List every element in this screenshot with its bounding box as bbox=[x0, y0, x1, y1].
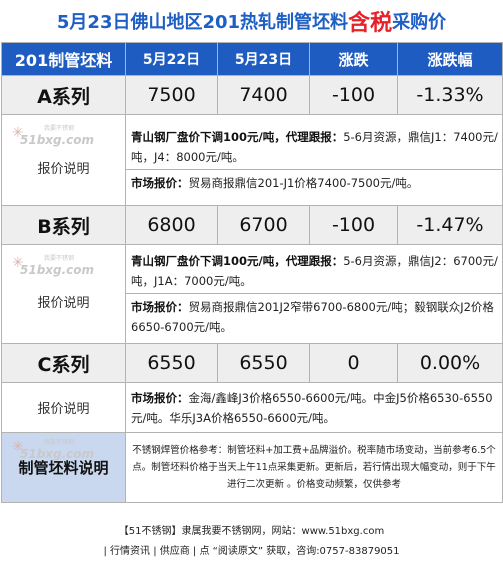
header-date1: 5月22日 bbox=[125, 42, 218, 76]
desc-segment-2: 市场报价：贸易商报鼎信201-J1价格7400-7500元/吨。 bbox=[126, 169, 502, 193]
watermark-url: 51bxg.com bbox=[20, 263, 95, 277]
watermark-small: 我要不锈钢 bbox=[44, 125, 75, 132]
desc-bold: 市场报价： bbox=[131, 300, 189, 314]
footer: 【51不锈钢】隶属我要不锈钢网，网站：www.51bxg.com | 行情资讯 … bbox=[0, 522, 503, 563]
desc-segment-1: 青山钢厂盘价下调100元/吨，代理跟报：5-6月资源，鼎信J1：7400元/吨，… bbox=[131, 127, 498, 167]
header-product: 201制管坯料 bbox=[1, 42, 126, 76]
watermark-star-icon: ✳ bbox=[12, 439, 24, 455]
series-name: C系列 bbox=[1, 343, 126, 383]
watermark-small: 我要不锈钢 bbox=[44, 255, 75, 262]
header-change: 涨跌 bbox=[309, 42, 398, 76]
price-change-pct: 0.00% bbox=[397, 343, 503, 383]
price-change: -100 bbox=[309, 75, 398, 115]
notes-label-cell: ✳ 我要不锈钢 51bxg.com 制管坯料说明 bbox=[1, 432, 126, 503]
header-date2: 5月23日 bbox=[217, 42, 310, 76]
watermark-small: 我要不锈钢 bbox=[44, 439, 75, 446]
desc-text: 金海/鑫峰J3价格6550-6600元/吨。中金J5价格6530-6550元/吨… bbox=[131, 390, 493, 425]
desc-text: 贸易商报鼎信201-J1价格7400-7500元/吨。 bbox=[188, 176, 419, 190]
desc-row: ✳ 我要不锈钢 51bxg.com 报价说明 青山钢厂盘价下调100元/吨，代理… bbox=[1, 114, 503, 206]
desc-text-cell: 市场报价：金海/鑫峰J3价格6550-6600元/吨。中金J5价格6530-65… bbox=[125, 382, 503, 433]
desc-label-cell: ✳ 我要不锈钢 51bxg.com 报价说明 bbox=[1, 114, 126, 206]
series-name: A系列 bbox=[1, 75, 126, 115]
price-prev: 6550 bbox=[125, 343, 218, 383]
desc-label: 报价说明 bbox=[37, 402, 90, 417]
desc-text: 5-6月资源，鼎信J1：7400元/吨，J4：8000元/吨。 bbox=[131, 130, 498, 164]
watermark-logo: ✳ 我要不锈钢 51bxg.com bbox=[12, 123, 94, 153]
table-header: 201制管坯料 5月22日 5月23日 涨跌 涨跌幅 bbox=[1, 42, 503, 76]
desc-label: 报价说明 bbox=[37, 295, 90, 311]
desc-text: 贸易商报鼎信201J2窄带6700-6800元/吨；毅钢联众J2价格6650-6… bbox=[131, 300, 494, 334]
desc-bold: 青山钢厂盘价下调100元/吨，代理跟报： bbox=[131, 254, 344, 268]
page-title: 5月23日佛山地区201热轧制管坯料 含税 采购价 bbox=[0, 0, 503, 42]
desc-label-cell: 报价说明 bbox=[1, 382, 126, 433]
desc-bold: 市场报价： bbox=[131, 390, 189, 405]
series-name: B系列 bbox=[1, 205, 126, 245]
notes-text: 不锈钢焊管价格参考：制管坯料+加工费+品牌溢价。税率随市场变动，当前参考6.5个… bbox=[125, 432, 503, 503]
watermark-logo: ✳ 我要不锈钢 51bxg.com bbox=[12, 253, 94, 283]
notes-row: ✳ 我要不锈钢 51bxg.com 制管坯料说明 不锈钢焊管价格参考：制管坯料+… bbox=[1, 432, 503, 503]
watermark-logo: ✳ 我要不锈钢 51bxg.com bbox=[12, 437, 94, 467]
price-prev: 6800 bbox=[125, 205, 218, 245]
desc-row: 报价说明 市场报价：金海/鑫峰J3价格6550-6600元/吨。中金J5价格65… bbox=[1, 382, 503, 433]
watermark-url: 51bxg.com bbox=[20, 447, 95, 461]
desc-text-cell: 青山钢厂盘价下调100元/吨，代理跟报：5-6月资源，鼎信J2：6700元/吨，… bbox=[125, 244, 503, 344]
footer-line-2: | 行情资讯 | 供应商 | 点 “阅读原文” 获取，咨询:0757-83879… bbox=[103, 546, 400, 557]
desc-row: ✳ 我要不锈钢 51bxg.com 报价说明 青山钢厂盘价下调100元/吨，代理… bbox=[1, 244, 503, 344]
table-row: C系列 6550 6550 0 0.00% bbox=[1, 343, 503, 383]
desc-segment-2: 市场报价：金海/鑫峰J3价格6550-6600元/吨。中金J5价格6530-65… bbox=[131, 388, 498, 428]
table-row: A系列 7500 7400 -100 -1.33% bbox=[1, 75, 503, 115]
price-change-pct: -1.33% bbox=[397, 75, 503, 115]
desc-segment-2: 市场报价：贸易商报鼎信201J2窄带6700-6800元/吨；毅钢联众J2价格6… bbox=[126, 293, 502, 337]
desc-bold: 青山钢厂盘价下调100元/吨，代理跟报： bbox=[131, 130, 344, 144]
title-highlight: 含税 bbox=[348, 11, 393, 36]
table-row: B系列 6800 6700 -100 -1.47% bbox=[1, 205, 503, 245]
title-prefix: 5月23日佛山地区201热轧制管坯料 bbox=[56, 12, 349, 33]
price-curr: 6550 bbox=[217, 343, 310, 383]
desc-text-cell: 青山钢厂盘价下调100元/吨，代理跟报：5-6月资源，鼎信J1：7400元/吨，… bbox=[125, 114, 503, 206]
price-change: -100 bbox=[309, 205, 398, 245]
price-prev: 7500 bbox=[125, 75, 218, 115]
price-change-pct: -1.47% bbox=[397, 205, 503, 245]
price-change: 0 bbox=[309, 343, 398, 383]
watermark-star-icon: ✳ bbox=[12, 125, 24, 141]
notes-label: 制管坯料说明 bbox=[18, 459, 109, 477]
price-table: 201制管坯料 5月22日 5月23日 涨跌 涨跌幅 A系列 7500 7400… bbox=[1, 42, 503, 503]
desc-label-cell: ✳ 我要不锈钢 51bxg.com 报价说明 bbox=[1, 244, 126, 344]
watermark-url: 51bxg.com bbox=[20, 133, 95, 147]
price-curr: 6700 bbox=[217, 205, 310, 245]
desc-text: 5-6月资源，鼎信J2：6700元/吨，J1A：7000元/吨。 bbox=[131, 254, 498, 288]
header-change-pct: 涨跌幅 bbox=[397, 42, 503, 76]
footer-line-1: 【51不锈钢】隶属我要不锈钢网，网站：www.51bxg.com bbox=[118, 526, 385, 537]
desc-label: 报价说明 bbox=[37, 161, 90, 177]
price-curr: 7400 bbox=[217, 75, 310, 115]
desc-bold: 市场报价： bbox=[131, 176, 189, 190]
watermark-star-icon: ✳ bbox=[12, 255, 24, 271]
desc-segment-1: 青山钢厂盘价下调100元/吨，代理跟报：5-6月资源，鼎信J2：6700元/吨，… bbox=[131, 251, 498, 291]
title-suffix: 采购价 bbox=[392, 12, 447, 33]
